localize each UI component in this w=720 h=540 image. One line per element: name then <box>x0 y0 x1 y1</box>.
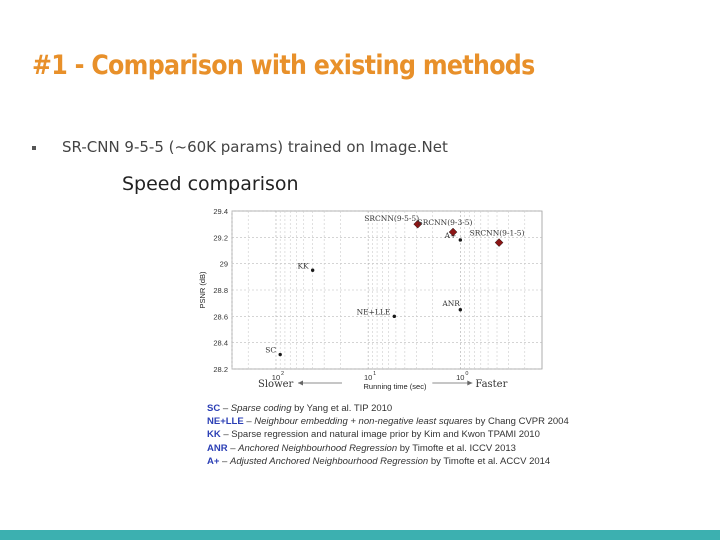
legend-sep: – <box>227 442 239 454</box>
data-point <box>458 238 463 242</box>
legend-method: Sparse coding <box>230 403 292 414</box>
data-point <box>278 352 282 357</box>
legend-abbr: KK <box>207 429 221 441</box>
y-tick-label: 29 <box>220 260 228 269</box>
slower-arrow-head <box>298 380 303 386</box>
y-tick-label: 29.2 <box>213 233 228 242</box>
data-label: A+ <box>444 231 457 240</box>
y-tick-label: 28.8 <box>213 286 228 295</box>
legend-abbr: A+ <box>207 455 220 467</box>
x-tick-label: 10 <box>456 373 464 382</box>
legend-method: Sparse regression and natural image prio… <box>231 429 409 441</box>
y-tick-label: 28.2 <box>213 365 228 374</box>
data-label: SRCNN(9-3-5) <box>418 218 473 227</box>
data-label: SC <box>265 346 276 355</box>
data-point <box>392 314 397 319</box>
legend-ref: by Chang CVPR 2004 <box>472 416 569 428</box>
bullet-text: SR-CNN 9-5-5 (~60K params) trained on Im… <box>62 138 448 156</box>
y-axis-label: PSNR (dB) <box>198 271 207 309</box>
data-point <box>413 219 423 229</box>
x-tick-label: 10 <box>272 373 280 382</box>
legend-sep: – <box>243 416 255 428</box>
chart-legend: SC – Sparse coding by Yang et al. TIP 20… <box>207 402 569 468</box>
data-label: SRCNN(9-5-5) <box>364 214 419 223</box>
faster-arrow-head <box>467 380 473 386</box>
data-point <box>310 268 315 272</box>
x-tick-exponent: 0 <box>465 371 468 377</box>
x-tick-label: 10 <box>364 373 372 382</box>
legend-ref: by Yang et al. TIP 2010 <box>291 403 393 414</box>
legend-item: SC – Sparse coding by Yang et al. TIP 20… <box>207 402 569 415</box>
footer-bar <box>0 530 720 540</box>
legend-abbr: SC <box>207 403 221 414</box>
data-label: NE+LLE <box>357 307 391 316</box>
legend-item: ANR – Anchored Neighbourhood Regression … <box>207 442 569 455</box>
legend-ref: by Timofte et al. ICCV 2013 <box>397 442 516 454</box>
legend-sep: – <box>220 403 231 414</box>
y-tick-label: 29.4 <box>213 207 228 216</box>
legend-sep: – <box>220 429 232 441</box>
y-tick-label: 28.4 <box>213 339 228 348</box>
legend-method: Neighbour embedding + non-negative least… <box>254 416 473 428</box>
data-point <box>458 308 463 312</box>
x-axis-label: Running time (sec) <box>364 382 427 391</box>
legend-abbr: NE+LLE <box>207 416 244 428</box>
slide-title: #1 - Comparison with existing methods <box>32 50 535 81</box>
slower-label: Slower <box>258 379 294 390</box>
x-tick-exponent: 1 <box>373 371 376 377</box>
data-point <box>494 238 504 247</box>
data-label: SRCNN(9-1-5) <box>470 229 525 238</box>
data-point <box>448 227 458 237</box>
data-label: KK <box>297 261 309 270</box>
faster-label: Faster <box>475 379 507 390</box>
data-label: ANR <box>441 299 460 308</box>
chart-heading: Speed comparison <box>122 173 299 195</box>
legend-abbr: ANR <box>207 442 228 454</box>
legend-method: Adjusted Anchored Neighbourhood Regressi… <box>229 455 429 467</box>
legend-ref: by Timofte et al. ACCV 2014 <box>428 455 551 467</box>
legend-ref: by Kim and Kwon TPAMI 2010 <box>408 429 540 441</box>
legend-sep: – <box>219 455 230 467</box>
x-tick-exponent: 2 <box>281 371 284 377</box>
legend-item: NE+LLE – Neighbour embedding + non-negat… <box>207 415 569 428</box>
y-tick-label: 28.6 <box>213 312 228 321</box>
bullet-icon <box>32 146 36 150</box>
legend-method: Anchored Neighbourhood Regression <box>238 442 398 454</box>
legend-item: A+ – Adjusted Anchored Neighbourhood Reg… <box>207 455 569 468</box>
legend-item: KK – Sparse regression and natural image… <box>207 428 569 441</box>
